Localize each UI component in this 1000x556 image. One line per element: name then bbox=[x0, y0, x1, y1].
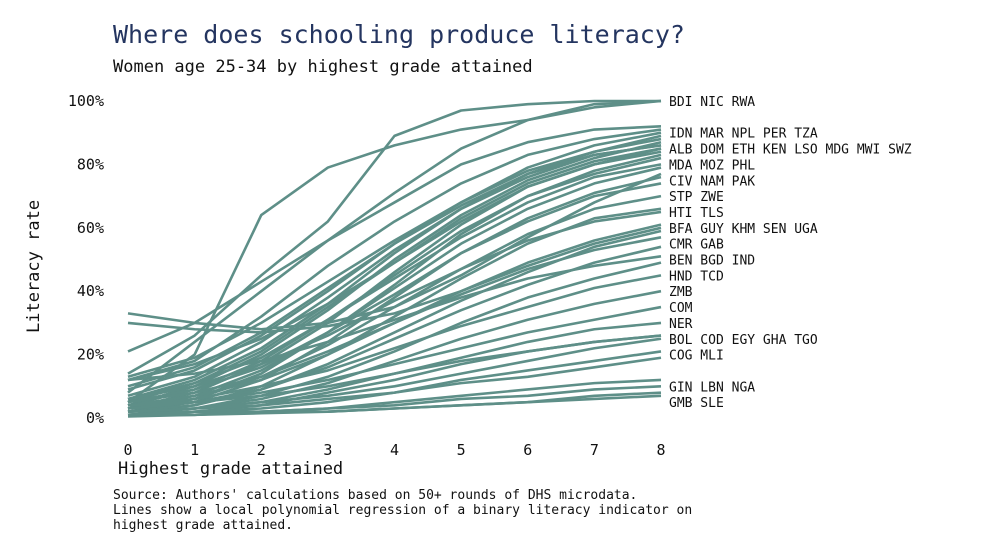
end-label: BDI NIC RWA bbox=[669, 95, 755, 110]
x-tick-label: 2 bbox=[257, 441, 266, 459]
end-label: IDN MAR NPL PER TZA bbox=[669, 127, 818, 142]
x-tick-label: 0 bbox=[123, 441, 132, 459]
chart-subtitle: Women age 25-34 by highest grade attaine… bbox=[113, 57, 533, 77]
x-tick-label: 7 bbox=[590, 441, 599, 459]
end-label: COM bbox=[669, 301, 693, 316]
y-tick-label: 60% bbox=[77, 219, 104, 237]
series-line-14 bbox=[127, 150, 662, 382]
x-tick-label: 8 bbox=[656, 441, 665, 459]
y-tick-label: 100% bbox=[68, 92, 104, 110]
y-tick-label: 80% bbox=[77, 155, 104, 173]
source-line-1: Source: Authors' calculations based on 5… bbox=[113, 488, 638, 503]
x-tick-label: 5 bbox=[457, 441, 466, 459]
source-line-3: highest grade attained. bbox=[113, 518, 294, 533]
x-tick-label: 1 bbox=[190, 441, 199, 459]
end-label: CMR GAB bbox=[669, 238, 724, 253]
y-tick-label: 40% bbox=[77, 282, 104, 300]
source-note: Source: Authors' calculations based on 5… bbox=[113, 488, 692, 533]
series-line-8 bbox=[127, 137, 662, 379]
end-label: GMB SLE bbox=[669, 396, 724, 411]
end-label: BOL COD EGY GHA TGO bbox=[669, 333, 818, 348]
x-axis-ticks: 0 1 2 3 4 5 6 7 8 bbox=[123, 441, 665, 459]
end-label: BEN BGD IND bbox=[669, 254, 755, 269]
end-label: MDA MOZ PHL bbox=[669, 158, 755, 173]
series-line-24 bbox=[127, 210, 662, 401]
series-line-40 bbox=[127, 356, 662, 413]
end-label: BFA GUY KHM SEN UGA bbox=[669, 222, 818, 237]
y-axis-label: Literacy rate bbox=[24, 200, 44, 333]
series-line-28 bbox=[127, 236, 662, 404]
series-line-42 bbox=[127, 385, 662, 417]
series-line-4 bbox=[127, 125, 662, 353]
end-label: GIN LBN NGA bbox=[669, 380, 755, 395]
series-line-37 bbox=[127, 334, 662, 407]
end-label: ALB DOM ETH KEN LSO MDG MWI SWZ bbox=[669, 143, 912, 158]
x-tick-label: 4 bbox=[390, 441, 399, 459]
end-label: STP ZWE bbox=[669, 190, 724, 205]
y-tick-label: 20% bbox=[77, 346, 104, 364]
end-label: CIV NAM PAK bbox=[669, 174, 755, 189]
series-line-32 bbox=[127, 274, 662, 407]
end-label: COG MLI bbox=[669, 349, 724, 364]
end-label: NER bbox=[669, 317, 693, 332]
end-label: HTI TLS bbox=[669, 206, 724, 221]
series-line-44 bbox=[128, 394, 662, 417]
series-line-26 bbox=[127, 226, 662, 334]
x-axis-label: Highest grade attained bbox=[118, 459, 343, 479]
chart-title: Where does schooling produce literacy? bbox=[113, 20, 685, 49]
series-line-21 bbox=[127, 182, 662, 404]
series-line-30 bbox=[127, 255, 662, 382]
series-lines bbox=[127, 99, 662, 418]
x-tick-label: 6 bbox=[523, 441, 532, 459]
y-axis-ticks: 0% 20% 40% 60% 80% 100% bbox=[68, 92, 104, 427]
y-tick-label: 0% bbox=[86, 409, 104, 427]
series-line-17 bbox=[127, 163, 662, 401]
series-line-2 bbox=[127, 99, 661, 375]
end-label: HND TCD bbox=[669, 269, 724, 284]
end-label: ZMB bbox=[669, 285, 693, 300]
x-tick-label: 3 bbox=[323, 441, 332, 459]
source-line-2: Lines show a local polynomial regression… bbox=[113, 503, 693, 518]
